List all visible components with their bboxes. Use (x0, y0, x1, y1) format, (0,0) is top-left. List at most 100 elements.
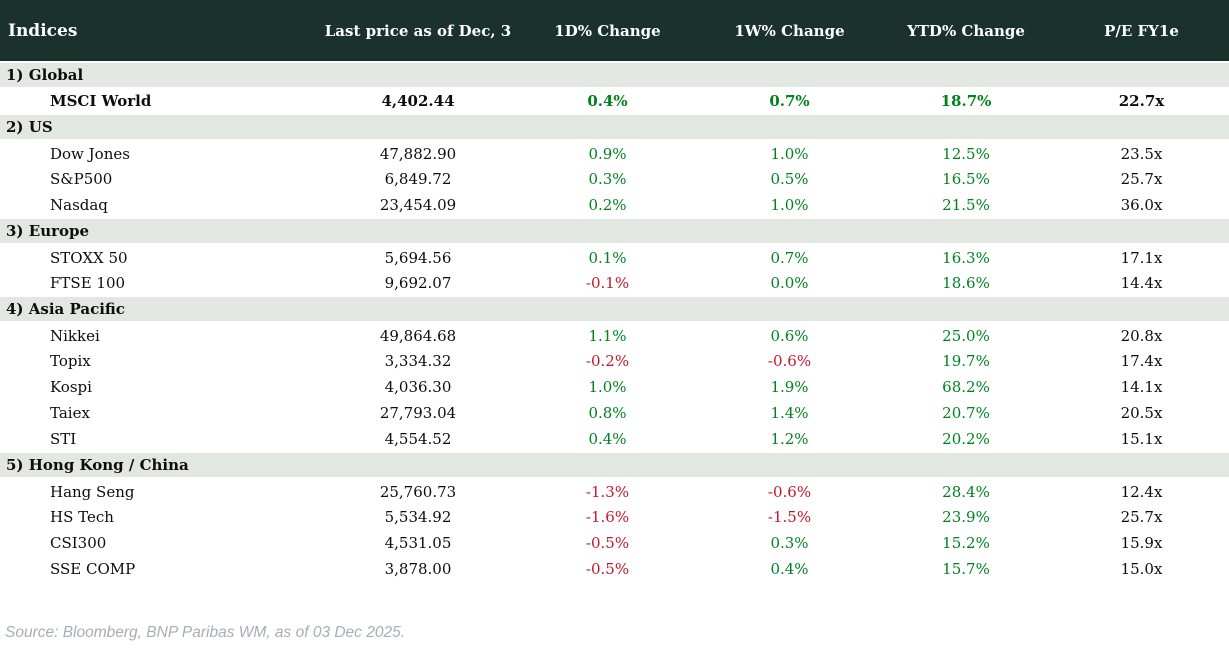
change-1w: 1.0% (701, 140, 878, 166)
pe-ratio: 20.5x (1054, 400, 1229, 426)
change-ytd: 15.7% (878, 556, 1054, 582)
change-1w: 1.0% (701, 192, 878, 218)
last-price: 4,036.30 (322, 374, 514, 400)
last-price: 4,531.05 (322, 530, 514, 556)
index-row: Kospi 4,036.30 1.0% 1.9% 68.2% 14.1x (0, 374, 1229, 400)
change-1w: 0.6% (701, 322, 878, 348)
last-price: 4,554.52 (322, 426, 514, 452)
table-title: Indices (0, 0, 322, 62)
section-row: 4) Asia Pacific (0, 295, 1229, 323)
change-ytd: 16.3% (878, 244, 1054, 270)
index-row: Nikkei 49,864.68 1.1% 0.6% 25.0% 20.8x (0, 322, 1229, 348)
index-name: Kospi (0, 374, 322, 400)
change-ytd: 68.2% (878, 374, 1054, 400)
change-ytd: 23.9% (878, 504, 1054, 530)
last-price: 49,864.68 (322, 322, 514, 348)
index-name: Taiex (0, 400, 322, 426)
section-row: 1) Global (0, 61, 1229, 89)
index-row: HS Tech 5,534.92 -1.6% -1.5% 23.9% 25.7x (0, 504, 1229, 530)
change-1w: 0.3% (701, 530, 878, 556)
change-1d: 1.0% (514, 374, 701, 400)
pe-ratio: 17.4x (1054, 348, 1229, 374)
column-header-0: Last price as of Dec, 3 (322, 0, 514, 62)
table-header-row: Indices Last price as of Dec, 3 1D% Chang… (0, 0, 1229, 62)
last-price: 3,334.32 (322, 348, 514, 374)
column-header-1: 1D% Change (514, 0, 701, 62)
last-price: 5,694.56 (322, 244, 514, 270)
last-price: 6,849.72 (322, 166, 514, 192)
index-row: Hang Seng 25,760.73 -1.3% -0.6% 28.4% 12.4x (0, 478, 1229, 504)
change-1w: 0.7% (701, 88, 878, 114)
section-label: 4) Asia Pacific (0, 295, 1229, 323)
change-ytd: 16.5% (878, 166, 1054, 192)
index-row: Taiex 27,793.04 0.8% 1.4% 20.7% 20.5x (0, 400, 1229, 426)
index-row: CSI300 4,531.05 -0.5% 0.3% 15.2% 15.9x (0, 530, 1229, 556)
column-header-4: P/E FY1e (1054, 0, 1229, 62)
change-1w: -1.5% (701, 504, 878, 530)
last-price: 4,402.44 (322, 88, 514, 114)
section-label: 3) Europe (0, 217, 1229, 245)
index-name: Hang Seng (0, 478, 322, 504)
change-1d: -0.5% (514, 530, 701, 556)
section-label: 2) US (0, 113, 1229, 141)
pe-ratio: 20.8x (1054, 322, 1229, 348)
indices-table: Indices Last price as of Dec, 3 1D% Chang… (0, 0, 1229, 582)
change-ytd: 18.6% (878, 270, 1054, 296)
change-1d: 0.4% (514, 426, 701, 452)
change-1w: 0.4% (701, 556, 878, 582)
index-row: STOXX 50 5,694.56 0.1% 0.7% 16.3% 17.1x (0, 244, 1229, 270)
change-1w: 1.2% (701, 426, 878, 452)
pe-ratio: 14.4x (1054, 270, 1229, 296)
pe-ratio: 15.9x (1054, 530, 1229, 556)
index-name: CSI300 (0, 530, 322, 556)
change-1w: 0.7% (701, 244, 878, 270)
section-row: 2) US (0, 113, 1229, 141)
section-row: 5) Hong Kong / China (0, 451, 1229, 479)
last-price: 3,878.00 (322, 556, 514, 582)
pe-ratio: 22.7x (1054, 88, 1229, 114)
change-1d: 0.9% (514, 140, 701, 166)
index-name: Nasdaq (0, 192, 322, 218)
change-1w: 1.4% (701, 400, 878, 426)
source-note: Source: Bloomberg, BNP Paribas WM, as of… (5, 624, 406, 641)
index-row: Topix 3,334.32 -0.2% -0.6% 19.7% 17.4x (0, 348, 1229, 374)
change-1w: -0.6% (701, 478, 878, 504)
change-1w: 0.0% (701, 270, 878, 296)
index-row: SSE COMP 3,878.00 -0.5% 0.4% 15.7% 15.0x (0, 556, 1229, 582)
index-name: Topix (0, 348, 322, 374)
change-1d: -1.6% (514, 504, 701, 530)
change-1d: 0.8% (514, 400, 701, 426)
pe-ratio: 25.7x (1054, 504, 1229, 530)
change-1d: 0.1% (514, 244, 701, 270)
index-name: STI (0, 426, 322, 452)
pe-ratio: 17.1x (1054, 244, 1229, 270)
change-1d: -0.5% (514, 556, 701, 582)
index-name: HS Tech (0, 504, 322, 530)
section-row: 3) Europe (0, 217, 1229, 245)
indices-tbody: 1) Global MSCI World 4,402.44 0.4% 0.7% 18.7%… (0, 61, 1229, 582)
index-row: STI 4,554.52 0.4% 1.2% 20.2% 15.1x (0, 426, 1229, 452)
change-1w: 1.9% (701, 374, 878, 400)
column-header-2: 1W% Change (701, 0, 878, 62)
index-name: SSE COMP (0, 556, 322, 582)
index-row: Dow Jones 47,882.90 0.9% 1.0% 12.5% 23.5x (0, 140, 1229, 166)
index-name: STOXX 50 (0, 244, 322, 270)
change-ytd: 28.4% (878, 478, 1054, 504)
index-row: MSCI World 4,402.44 0.4% 0.7% 18.7% 22.7x (0, 88, 1229, 114)
change-1d: -0.1% (514, 270, 701, 296)
change-1d: 1.1% (514, 322, 701, 348)
index-name: S&P500 (0, 166, 322, 192)
pe-ratio: 14.1x (1054, 374, 1229, 400)
change-1d: 0.2% (514, 192, 701, 218)
change-1d: 0.4% (514, 88, 701, 114)
index-name: Dow Jones (0, 140, 322, 166)
change-1d: 0.3% (514, 166, 701, 192)
change-ytd: 21.5% (878, 192, 1054, 218)
pe-ratio: 15.1x (1054, 426, 1229, 452)
index-row: S&P500 6,849.72 0.3% 0.5% 16.5% 25.7x (0, 166, 1229, 192)
change-ytd: 18.7% (878, 88, 1054, 114)
pe-ratio: 23.5x (1054, 140, 1229, 166)
change-ytd: 25.0% (878, 322, 1054, 348)
last-price: 5,534.92 (322, 504, 514, 530)
column-header-3: YTD% Change (878, 0, 1054, 62)
